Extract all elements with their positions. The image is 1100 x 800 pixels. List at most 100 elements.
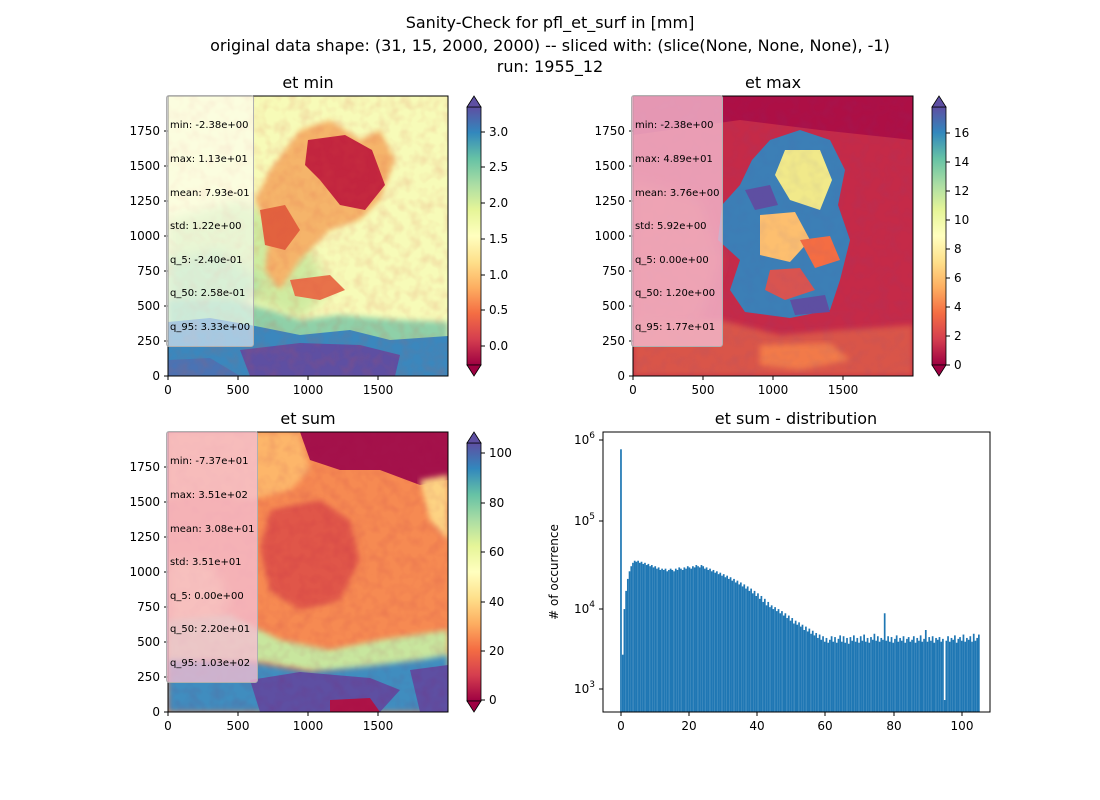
histogram-bar <box>912 636 915 712</box>
panel-et-sum-distribution: et sum - distribution 0 20 40 60 80 100 … <box>547 409 991 733</box>
histogram-bar <box>681 569 684 712</box>
histogram-bar <box>774 607 776 712</box>
histogram-bar <box>811 630 814 712</box>
histogram-bar <box>904 642 907 712</box>
histogram-bar <box>690 568 693 712</box>
histogram-bar <box>755 595 758 712</box>
histogram-bar <box>947 636 949 712</box>
histogram-bar <box>637 560 639 712</box>
histogram-bar <box>757 593 759 712</box>
histogram-bar <box>671 569 674 712</box>
histogram-bar <box>972 633 975 712</box>
histogram-bar <box>716 571 718 712</box>
x-axis-et-sum: 0 500 1000 1500 <box>164 712 393 733</box>
histogram-bar <box>878 641 881 712</box>
stat-line: q_95: 3.33e+00 <box>170 322 251 334</box>
y-tick-label: 0 <box>152 369 160 383</box>
histogram-bar <box>645 565 648 712</box>
histogram-bar <box>837 638 840 712</box>
histogram-bar <box>839 635 842 712</box>
histogram-bar <box>659 569 662 712</box>
histogram-bar <box>714 572 717 712</box>
y-axis-distribution: 103 104 105 106 <box>574 431 603 696</box>
histogram-bar <box>779 613 782 712</box>
axes-frame <box>602 431 991 713</box>
x-tick-label: 500 <box>692 383 715 397</box>
y-tick-label: 500 <box>602 299 625 313</box>
histogram-bar <box>712 569 715 712</box>
colorbar-tick-label: 4 <box>954 300 962 314</box>
y-tick-label: 0 <box>617 369 625 383</box>
stat-line: q_5: -2.40e-01 <box>170 254 243 266</box>
histogram-bar <box>822 636 824 712</box>
histogram-bar <box>678 567 681 712</box>
histogram-bar <box>899 637 901 712</box>
colorbar-tick-label: 0 <box>489 693 497 707</box>
x-tick-label: 80 <box>886 719 901 733</box>
stat-line: max: 3.51e+02 <box>170 490 248 502</box>
histogram-bar <box>787 615 790 712</box>
x-tick-label: 1500 <box>363 383 394 397</box>
stat-line: q_95: 1.77e+01 <box>635 322 716 334</box>
histogram-bar <box>719 572 722 712</box>
panel-title-et-sum: et sum <box>280 409 335 428</box>
stat-line: mean: 7.93e-01 <box>170 187 250 199</box>
histogram-bar <box>751 593 754 712</box>
histogram-bar <box>875 640 877 712</box>
colorbar-extend-max <box>931 95 947 108</box>
histogram-bar <box>907 637 910 712</box>
histogram-bar <box>695 565 698 712</box>
x-tick-label: 500 <box>227 383 250 397</box>
histogram-bar <box>918 640 920 712</box>
histogram-bar <box>654 566 657 712</box>
y-tick-label: 106 <box>574 431 595 447</box>
colorbar-extend-max <box>466 431 482 444</box>
histogram-bar <box>734 582 737 712</box>
stat-line: std: 3.51e+01 <box>170 557 242 569</box>
histogram-bar <box>668 569 670 712</box>
histogram-bars <box>620 449 980 712</box>
histogram-bar <box>847 643 850 712</box>
histogram-bar <box>731 580 734 712</box>
histogram-bar <box>750 588 752 712</box>
histogram-bar <box>781 611 783 712</box>
histogram-bar <box>745 588 747 712</box>
heatmap-et-max <box>633 96 913 376</box>
histogram-bar <box>704 568 706 712</box>
y-tick-label: 500 <box>137 635 160 649</box>
histogram-bar <box>685 568 687 712</box>
histogram-bar <box>964 641 967 712</box>
histogram-bar <box>635 561 638 712</box>
histogram-bar <box>697 566 699 712</box>
colorbar-tick-label: 8 <box>954 242 962 256</box>
histogram-bar <box>931 636 934 712</box>
histogram-bar <box>868 642 871 712</box>
histogram-bar <box>895 635 898 712</box>
histogram-bar <box>736 580 739 712</box>
histogram-bar <box>966 637 968 712</box>
histogram-bar <box>865 641 867 712</box>
histogram-bar <box>834 637 836 712</box>
y-tick-label: 1750 <box>594 124 625 138</box>
histogram-bar <box>926 641 929 712</box>
stat-line: mean: 3.08e+01 <box>170 523 255 535</box>
histogram-bar <box>818 634 821 712</box>
y-tick-label: 1250 <box>129 530 160 544</box>
histogram-bar <box>825 637 828 712</box>
histogram-bar <box>842 636 845 712</box>
histogram-bar <box>726 575 728 712</box>
histogram-bar <box>786 618 788 712</box>
stats-box-et-min: min: -2.38e+00 max: 1.13e+01 mean: 7.93e… <box>166 95 255 348</box>
colorbar-extend-max <box>466 95 482 108</box>
histogram-bar <box>625 590 627 712</box>
panel-title-distribution: et sum - distribution <box>715 409 877 428</box>
colorbar-tick-label: 10 <box>954 213 969 227</box>
stat-line: std: 5.92e+00 <box>635 221 707 233</box>
x-tick-label: 1500 <box>828 383 859 397</box>
histogram-bar <box>760 595 763 712</box>
y-tick-label: 105 <box>574 512 595 528</box>
histogram-bar <box>942 638 944 712</box>
histogram-bar <box>885 640 888 712</box>
histogram-bar <box>722 574 725 712</box>
histogram-bar <box>873 633 876 712</box>
